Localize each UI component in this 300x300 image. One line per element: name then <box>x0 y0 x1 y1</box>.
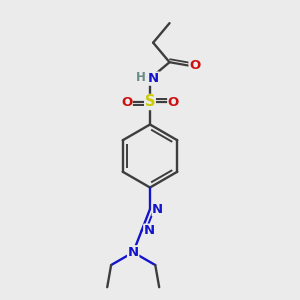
Text: N: N <box>128 246 139 259</box>
Text: O: O <box>168 95 179 109</box>
Text: O: O <box>121 95 132 109</box>
Text: N: N <box>144 224 155 237</box>
Text: N: N <box>152 202 164 216</box>
Text: N: N <box>148 72 159 85</box>
Text: S: S <box>145 94 155 110</box>
Text: H: H <box>136 70 146 84</box>
Text: O: O <box>189 59 200 72</box>
